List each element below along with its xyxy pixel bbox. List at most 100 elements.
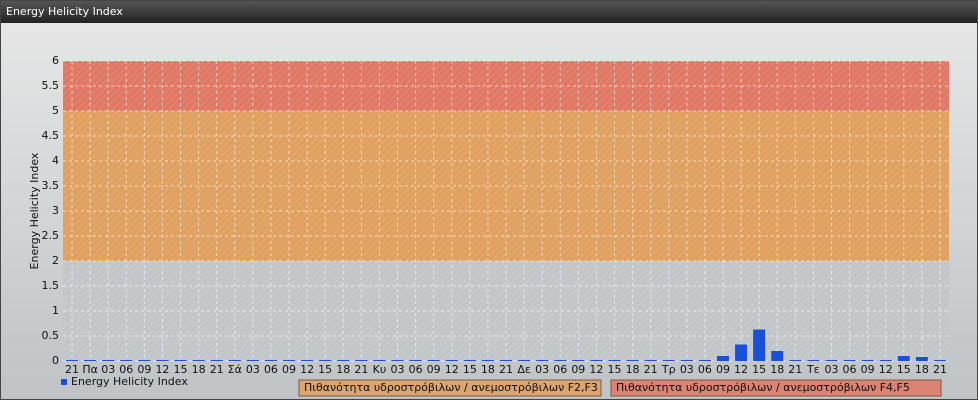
bar	[66, 360, 79, 361]
bar	[753, 329, 766, 361]
bar	[409, 360, 422, 361]
y-tick-label: 4	[52, 154, 59, 167]
bar	[608, 360, 621, 361]
x-tick-label: 18	[336, 363, 350, 376]
bar	[897, 356, 910, 361]
y-tick-label: 2.5	[42, 229, 60, 242]
y-tick-label: 2	[52, 254, 59, 267]
x-tick-label: 03	[391, 363, 405, 376]
band-legend-label: Πιθανότητα υδροστρόβιλων / ανεμοστρόβιλω…	[304, 381, 598, 394]
x-tick-label: 15	[318, 363, 332, 376]
band-legend-label: Πιθανότητα υδροστρόβιλων / ανεμοστρόβιλω…	[616, 381, 910, 394]
bar	[283, 360, 296, 361]
x-tick-label: 18	[192, 363, 206, 376]
x-tick-label: 06	[119, 363, 133, 376]
bar	[427, 360, 440, 361]
x-tick-label: 03	[246, 363, 260, 376]
bar	[789, 360, 802, 361]
y-tick-label: 0.5	[42, 329, 60, 342]
bar	[463, 360, 476, 361]
x-tick-label: 09	[716, 363, 730, 376]
bar	[228, 360, 241, 361]
bar	[843, 360, 856, 361]
x-tick-label: 15	[752, 363, 766, 376]
y-tick-label: 1.5	[42, 279, 60, 292]
x-tick-label: 09	[282, 363, 296, 376]
x-tick-label: 21	[644, 363, 658, 376]
bar	[174, 360, 187, 361]
x-tick-label: 06	[409, 363, 423, 376]
bar	[644, 360, 657, 361]
y-tick-label: 3	[52, 204, 59, 217]
x-tick-label: 03	[535, 363, 549, 376]
x-tick-label: 12	[300, 363, 314, 376]
bar	[481, 360, 494, 361]
bar	[680, 360, 693, 361]
bar	[102, 360, 115, 361]
bar	[500, 360, 512, 361]
bar	[879, 360, 892, 361]
x-tick-label: 03	[680, 363, 694, 376]
x-tick-label: 18	[915, 363, 929, 376]
x-tick-label: 12	[589, 363, 603, 376]
x-tick-label: 03	[824, 363, 838, 376]
x-tick-label: Σά	[228, 363, 242, 376]
bar	[626, 360, 639, 361]
x-tick-label: 06	[698, 363, 712, 376]
x-tick-label: 21	[65, 363, 79, 376]
title-bar: Energy Helicity Index	[1, 1, 977, 23]
bar	[391, 360, 404, 361]
band-legend-box	[610, 379, 942, 397]
x-tick-label: Κυ	[373, 363, 387, 376]
y-tick-label: 6	[52, 54, 59, 67]
bar	[698, 360, 711, 361]
bar	[246, 360, 259, 361]
bar	[590, 360, 603, 361]
x-tick-label: 15	[897, 363, 911, 376]
y-tick-label: 5	[52, 104, 59, 117]
bar	[536, 360, 549, 361]
bar	[264, 360, 277, 361]
y-tick-label: 4.5	[42, 129, 60, 142]
x-tick-label: 12	[445, 363, 459, 376]
x-tick-label: Τε	[806, 363, 820, 376]
band-legend-box	[298, 379, 602, 397]
bar	[355, 360, 368, 361]
x-tick-label: 03	[101, 363, 115, 376]
x-tick-label: 21	[788, 363, 802, 376]
y-tick-label: 0	[52, 354, 59, 367]
bar	[861, 360, 874, 361]
bar	[825, 360, 838, 361]
bar	[771, 351, 784, 361]
x-tick-label: 15	[463, 363, 477, 376]
bar	[915, 357, 928, 361]
x-tick-label: Δε	[517, 363, 531, 376]
x-tick-label: Πα	[82, 363, 98, 376]
legend-swatch	[61, 379, 67, 385]
bar	[933, 360, 946, 361]
x-tick-label: 06	[553, 363, 567, 376]
x-tick-label: 06	[264, 363, 278, 376]
x-tick-label: 21	[354, 363, 368, 376]
y-axis-label: Energy Helicity Index	[28, 152, 41, 269]
x-tick-label: 12	[879, 363, 893, 376]
bar	[373, 360, 386, 361]
x-tick-label: 09	[861, 363, 875, 376]
bar	[445, 360, 458, 361]
bar	[518, 360, 531, 361]
bar	[156, 360, 169, 361]
bar	[210, 360, 223, 361]
bar	[301, 360, 314, 361]
bar	[319, 360, 332, 361]
bar	[120, 360, 133, 361]
x-tick-label: 18	[481, 363, 495, 376]
bar	[807, 360, 820, 361]
x-tick-label: 09	[427, 363, 441, 376]
bar	[662, 360, 675, 361]
x-tick-label: 12	[734, 363, 748, 376]
bar	[735, 344, 748, 361]
y-tick-label: 3.5	[42, 179, 60, 192]
x-tick-label: 15	[174, 363, 188, 376]
bar	[716, 356, 729, 361]
